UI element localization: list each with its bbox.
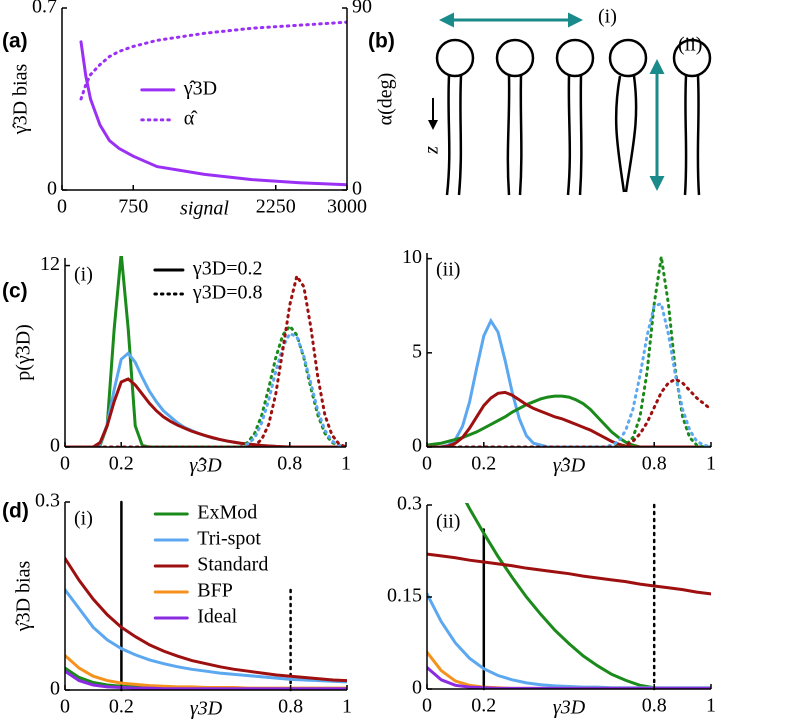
diagram-label: (i) (598, 6, 617, 28)
subpanel-label: (ii) (436, 259, 460, 281)
lipid (672, 38, 712, 196)
y-tick-label: 10 (402, 246, 422, 268)
x-tick-label: 3000 (327, 196, 367, 218)
series-line (427, 390, 711, 447)
x-tick-label: 0.8 (277, 453, 302, 475)
x-tick-label: 0.2 (109, 453, 134, 475)
series-line (427, 256, 711, 447)
y-tick-label: 0 (50, 678, 60, 700)
lipid (495, 38, 535, 196)
legend-label: Standard (197, 554, 268, 576)
y-axis-label: γ̂3D bias (13, 561, 35, 633)
x-tick-label: 1 (342, 696, 352, 718)
x-axis-label: γ̂3D (553, 455, 586, 477)
y-tick-label: 5 (412, 340, 422, 362)
x-axis-label: γ̂3D (189, 455, 222, 477)
subpanel-label: (ii) (436, 511, 460, 533)
lipid (608, 38, 648, 193)
lipid (555, 38, 595, 196)
series-line (427, 552, 711, 596)
y-axis-label: p(γ̂3D) (13, 324, 35, 381)
series-line (79, 40, 347, 187)
legend-label: γ3D=0.2 (192, 258, 263, 280)
x-tick-label: 1 (706, 453, 716, 475)
x-axis-label: γ3D (553, 697, 586, 719)
legend-label: Ideal (197, 606, 237, 628)
x-tick-label: 0.2 (471, 695, 496, 717)
series-line (427, 592, 711, 689)
panel-label: (c) (2, 280, 28, 303)
x-tick-label: 0 (60, 453, 70, 475)
x-tick-label: 750 (118, 196, 148, 218)
legend-label: γ̂3D (183, 77, 217, 99)
legend-label: γ3D=0.8 (192, 282, 263, 304)
legend-label: ExMod (197, 502, 257, 524)
x-tick-label: 0 (422, 695, 432, 717)
y-axis-label: γ̂3D bias (10, 64, 32, 136)
series-line (427, 394, 711, 447)
x-tick-label: 0.2 (109, 696, 134, 718)
series-line (65, 377, 346, 447)
y2-axis-label: α(deg) (375, 73, 397, 126)
series-line (427, 302, 711, 447)
x-tick-label: 0.2 (471, 453, 496, 475)
axis-label: z (421, 146, 443, 155)
y-tick-label: 0.7 (32, 0, 57, 18)
subpanel-label: (i) (74, 264, 93, 286)
x-tick-label: 0.8 (642, 453, 667, 475)
y-tick-label: 12 (40, 253, 60, 275)
series-line (65, 588, 347, 684)
series-line (427, 377, 711, 447)
x-tick-label: 0 (57, 196, 67, 218)
series-line (464, 503, 711, 689)
diagram-b: (b) (i) (ii) z (368, 6, 712, 196)
diagram-label: (ii) (678, 34, 702, 56)
series-line (427, 317, 711, 447)
x-tick-label: 0 (60, 696, 70, 718)
x-axis-label: γ3D (190, 698, 223, 720)
x-tick-label: 2250 (256, 196, 296, 218)
y-tick-label: 0.3 (35, 490, 60, 512)
legend-label: BFP (197, 580, 233, 602)
panel-label: (b) (368, 30, 395, 53)
legend-label: Tri-spot (197, 528, 261, 550)
y-tick-label: 0 (50, 435, 60, 457)
x-tick-label: 0 (422, 453, 432, 475)
y2-tick-label: 0 (352, 178, 362, 200)
series-line (65, 669, 347, 690)
x-tick-label: 0.8 (642, 695, 667, 717)
y-tick-label: 0.15 (387, 585, 422, 607)
y2-tick-label: 90 (352, 0, 372, 18)
y-tick-label: 0 (47, 178, 57, 200)
x-tick-label: 0.8 (278, 696, 303, 718)
x-tick-label: 1 (341, 453, 351, 475)
panel-label: (d) (2, 500, 29, 523)
subpanel-label: (i) (74, 508, 93, 530)
y-tick-label: 0.3 (397, 493, 422, 515)
series-line (65, 256, 346, 447)
series-line (65, 331, 346, 447)
legend-label: α̂ (184, 107, 198, 129)
x-tick-label: 1 (706, 695, 716, 717)
y-tick-label: 0 (412, 677, 422, 699)
series-line (65, 351, 346, 447)
series-line (65, 272, 346, 447)
lipid (435, 38, 475, 196)
series-line (65, 556, 347, 683)
x-axis-label: signal (180, 198, 229, 220)
series-line (79, 20, 347, 101)
y-tick-label: 0 (412, 435, 422, 457)
panel-label: (a) (2, 30, 28, 53)
